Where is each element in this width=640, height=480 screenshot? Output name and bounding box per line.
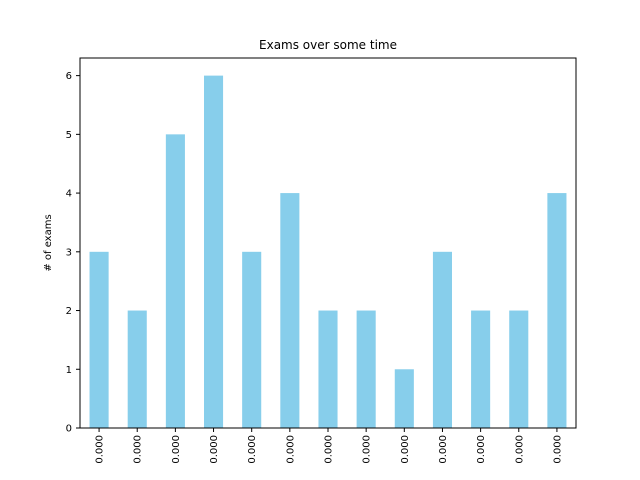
bar (356, 310, 376, 428)
x-tick-label: 0.000 (285, 435, 296, 464)
x-tick-label: 0.000 (324, 435, 335, 464)
bar (89, 251, 109, 428)
y-axis-ticks: 0 1 2 3 4 5 6 (66, 71, 80, 435)
x-tick-label: 0.000 (552, 435, 563, 464)
bar (394, 369, 414, 428)
x-tick-label: 0.000 (95, 435, 106, 464)
x-tick-label: 0.000 (247, 435, 258, 464)
chart-title: Exams over some time (259, 38, 397, 52)
bar (547, 193, 567, 428)
y-axis-label: # of exams (43, 214, 54, 271)
bar (432, 251, 452, 428)
x-axis-ticks: 0.000 0.000 0.000 0.000 0.000 0.000 0.000 0.000… (95, 428, 563, 464)
x-tick-label: 0.000 (438, 435, 449, 464)
bar (165, 134, 185, 428)
y-tick-label: 2 (66, 306, 72, 317)
plot-frame (79, 57, 577, 429)
bar (509, 310, 529, 428)
x-tick-label: 0.000 (362, 435, 373, 464)
bar (204, 75, 224, 429)
y-tick-label: 4 (66, 189, 72, 200)
bar (471, 310, 491, 428)
y-tick-label: 6 (66, 71, 72, 82)
y-tick-label: 5 (66, 130, 72, 141)
x-tick-label: 0.000 (209, 435, 220, 464)
x-tick-label: 0.000 (133, 435, 144, 464)
bar (318, 310, 338, 428)
bar (127, 310, 147, 428)
y-tick-label: 1 (66, 365, 72, 376)
x-tick-label: 0.000 (476, 435, 487, 464)
y-tick-label: 3 (66, 247, 72, 258)
x-tick-label: 0.000 (400, 435, 411, 464)
x-tick-label: 0.000 (514, 435, 525, 464)
bars-group (89, 75, 567, 429)
x-tick-label: 0.000 (171, 435, 182, 464)
bar (242, 251, 262, 428)
y-tick-label: 0 (66, 424, 72, 435)
bar (280, 193, 300, 428)
